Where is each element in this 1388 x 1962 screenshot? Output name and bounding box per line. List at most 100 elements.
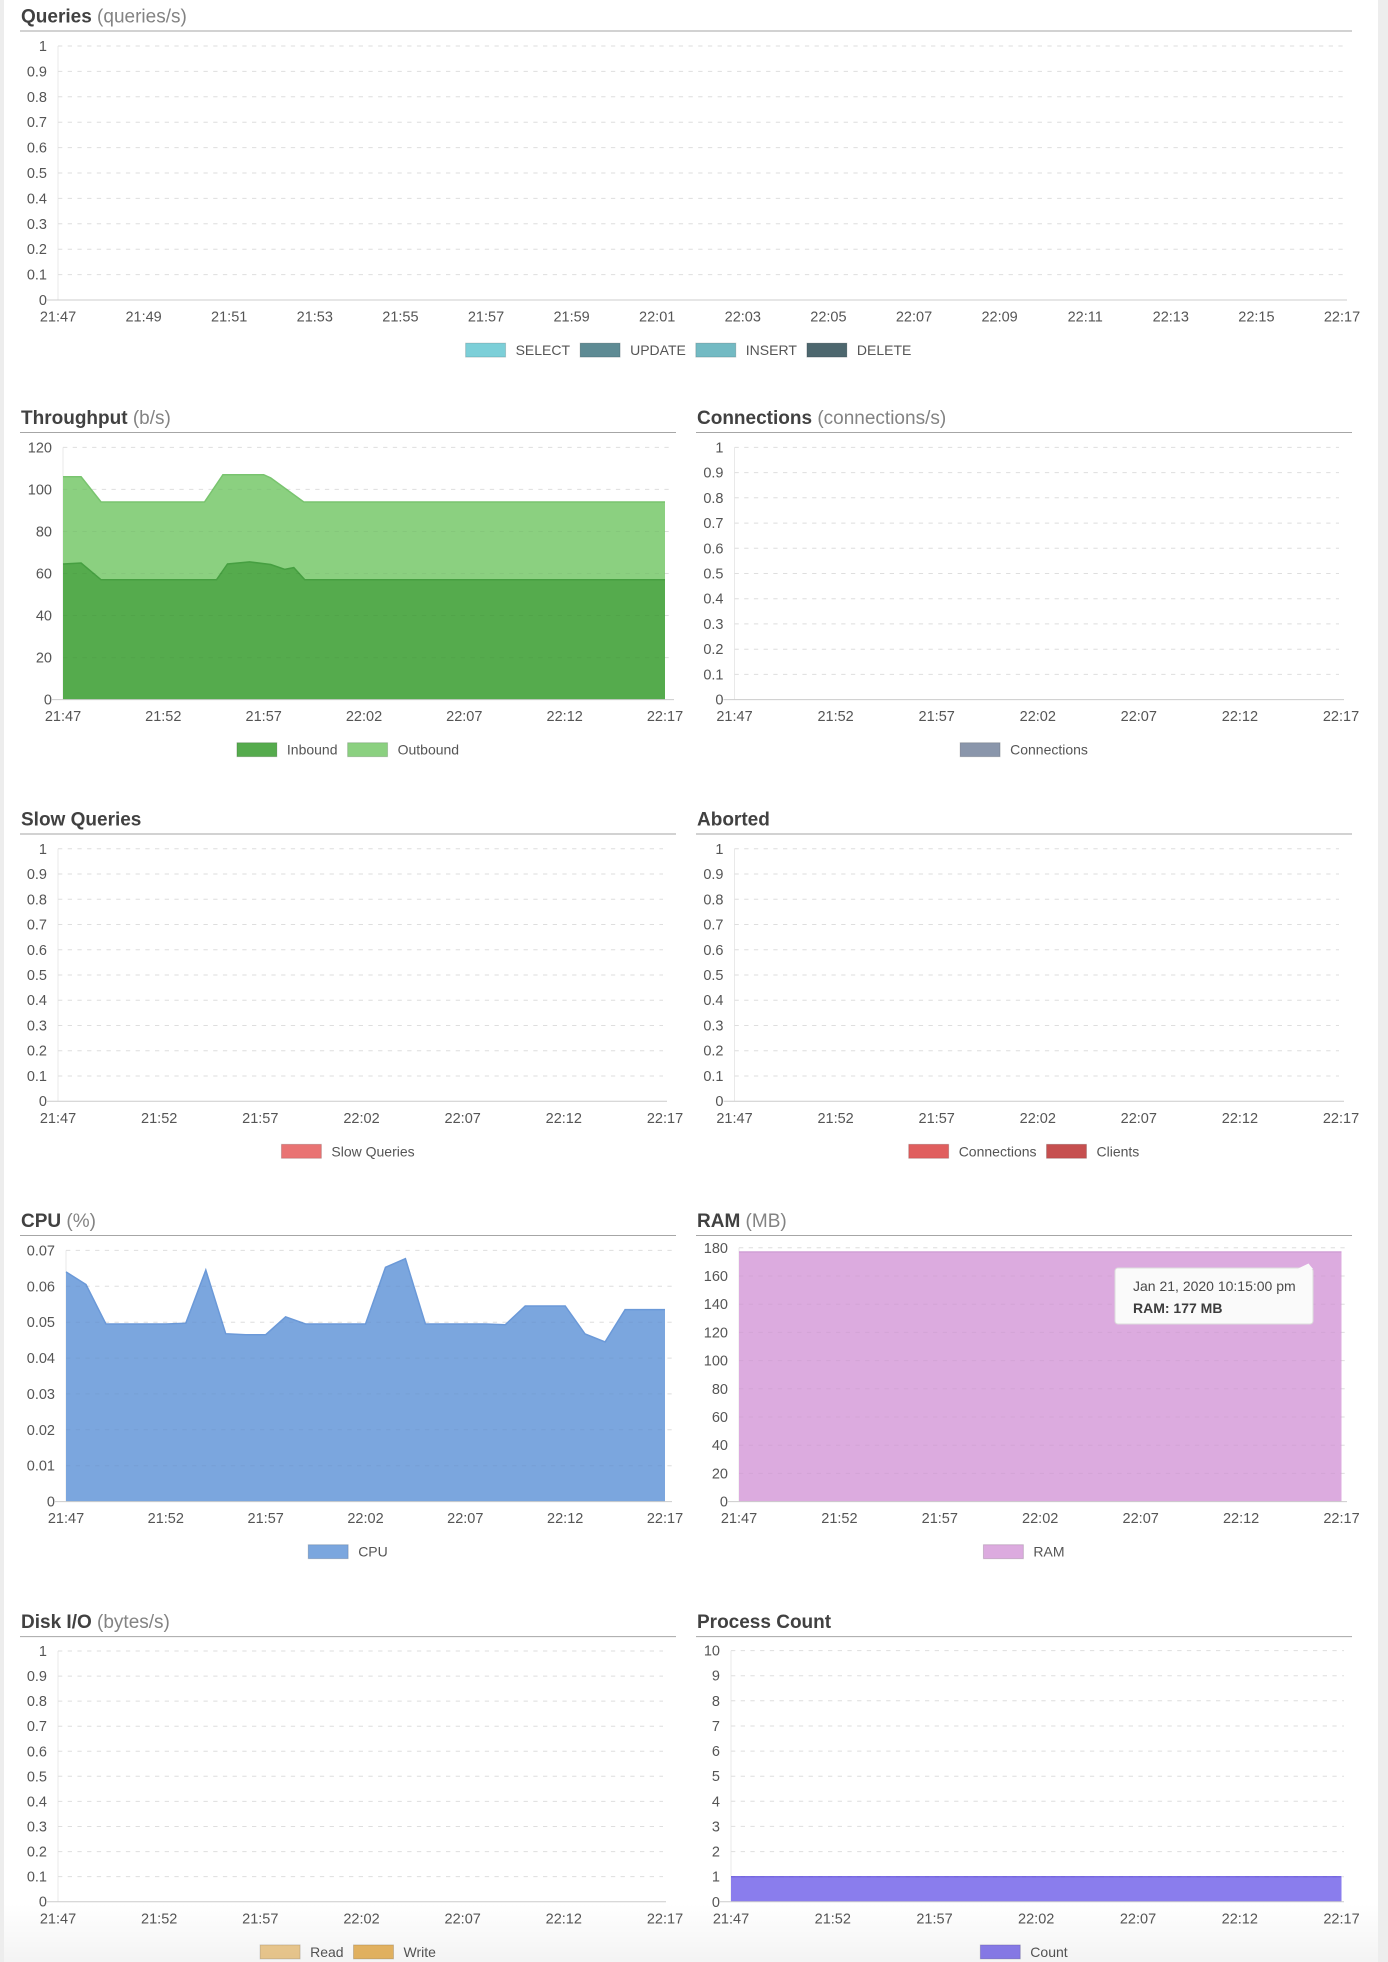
svg-text:22:09: 22:09 [981, 310, 1017, 326]
svg-text:7: 7 [712, 1719, 720, 1735]
svg-text:21:52: 21:52 [817, 1111, 853, 1127]
svg-text:22:11: 22:11 [1068, 310, 1103, 326]
svg-text:3: 3 [712, 1819, 720, 1835]
svg-text:Slow Queries: Slow Queries [21, 810, 141, 831]
svg-text:21:52: 21:52 [148, 1511, 184, 1527]
svg-text:0.4: 0.4 [27, 191, 47, 207]
svg-text:UPDATE: UPDATE [630, 342, 686, 358]
svg-text:0.6: 0.6 [703, 943, 723, 959]
svg-text:22:17: 22:17 [647, 709, 683, 725]
svg-text:4: 4 [712, 1794, 720, 1810]
svg-text:Disk I/O (bytes/s): Disk I/O (bytes/s) [21, 1612, 170, 1633]
svg-text:0: 0 [715, 693, 723, 709]
svg-text:0.6: 0.6 [27, 141, 47, 157]
svg-text:0: 0 [47, 1495, 55, 1511]
svg-text:22:02: 22:02 [343, 1111, 379, 1127]
svg-text:21:53: 21:53 [297, 310, 333, 326]
svg-text:0.5: 0.5 [27, 968, 47, 984]
svg-text:0.7: 0.7 [27, 115, 47, 131]
svg-text:22:17: 22:17 [1323, 1511, 1359, 1527]
svg-text:0.6: 0.6 [27, 943, 47, 959]
svg-text:22:03: 22:03 [725, 310, 761, 326]
svg-text:0.5: 0.5 [27, 1769, 47, 1785]
svg-text:0.9: 0.9 [27, 1669, 47, 1685]
svg-text:Connections: Connections [959, 1143, 1037, 1159]
svg-text:Connections (connections/s): Connections (connections/s) [697, 408, 946, 429]
svg-text:0.4: 0.4 [703, 993, 723, 1009]
svg-text:20: 20 [712, 1466, 728, 1482]
svg-text:21:57: 21:57 [919, 1111, 955, 1127]
svg-text:21:47: 21:47 [721, 1511, 757, 1527]
svg-text:0.7: 0.7 [703, 918, 723, 934]
svg-text:INSERT: INSERT [746, 342, 798, 358]
svg-text:21:57: 21:57 [468, 310, 504, 326]
svg-text:0.3: 0.3 [703, 1019, 723, 1035]
svg-text:21:57: 21:57 [248, 1511, 284, 1527]
svg-text:RAM: 177 MB: RAM: 177 MB [1133, 1300, 1222, 1316]
svg-text:0.02: 0.02 [27, 1423, 55, 1439]
svg-text:0.4: 0.4 [27, 993, 47, 1009]
svg-text:0.2: 0.2 [27, 1044, 47, 1060]
svg-text:0.8: 0.8 [703, 892, 723, 908]
svg-text:21:47: 21:47 [716, 1111, 752, 1127]
svg-text:21:57: 21:57 [922, 1511, 958, 1527]
svg-text:0.1: 0.1 [27, 268, 47, 284]
svg-text:0.2: 0.2 [703, 642, 723, 658]
svg-text:0.9: 0.9 [27, 867, 47, 883]
svg-text:Outbound: Outbound [398, 742, 460, 758]
svg-text:1: 1 [715, 842, 723, 858]
svg-text:RAM: RAM [1033, 1544, 1064, 1560]
svg-text:0.07: 0.07 [27, 1243, 55, 1259]
svg-text:0.3: 0.3 [703, 617, 723, 633]
svg-text:0: 0 [39, 293, 47, 309]
svg-text:22:01: 22:01 [639, 310, 675, 326]
svg-text:21:52: 21:52 [821, 1511, 857, 1527]
svg-text:0.01: 0.01 [27, 1459, 55, 1475]
svg-text:22:02: 22:02 [1020, 709, 1056, 725]
svg-text:22:07: 22:07 [1121, 1111, 1157, 1127]
svg-text:120: 120 [704, 1325, 728, 1341]
svg-text:0.7: 0.7 [27, 1719, 47, 1735]
svg-text:0.1: 0.1 [27, 1069, 47, 1085]
svg-text:0.7: 0.7 [27, 918, 47, 934]
svg-text:22:02: 22:02 [1020, 1111, 1056, 1127]
svg-text:Slow Queries: Slow Queries [331, 1143, 414, 1159]
svg-text:0.1: 0.1 [27, 1870, 47, 1886]
svg-text:22:12: 22:12 [1222, 709, 1258, 725]
svg-text:Queries (queries/s): Queries (queries/s) [21, 7, 187, 28]
svg-text:0.6: 0.6 [27, 1744, 47, 1760]
svg-text:0.3: 0.3 [27, 1820, 47, 1836]
svg-text:22:07: 22:07 [896, 310, 932, 326]
svg-text:5: 5 [712, 1769, 720, 1785]
svg-text:21:49: 21:49 [125, 310, 161, 326]
svg-text:Aborted: Aborted [697, 810, 770, 831]
svg-text:Clients: Clients [1097, 1143, 1140, 1159]
svg-text:22:12: 22:12 [1222, 1111, 1258, 1127]
svg-text:0: 0 [720, 1495, 728, 1511]
svg-text:120: 120 [28, 440, 52, 456]
svg-text:1: 1 [39, 39, 47, 55]
svg-text:22:02: 22:02 [347, 1511, 383, 1527]
svg-text:0.2: 0.2 [27, 242, 47, 258]
svg-text:22:12: 22:12 [547, 1511, 583, 1527]
svg-text:22:12: 22:12 [546, 1111, 582, 1127]
svg-text:0.2: 0.2 [703, 1044, 723, 1060]
svg-text:0.5: 0.5 [703, 567, 723, 583]
svg-text:100: 100 [704, 1354, 728, 1370]
svg-text:21:52: 21:52 [141, 1111, 177, 1127]
svg-text:22:07: 22:07 [1121, 709, 1157, 725]
svg-text:60: 60 [36, 567, 52, 583]
svg-text:21:55: 21:55 [382, 310, 418, 326]
svg-text:100: 100 [28, 482, 52, 498]
svg-text:0.8: 0.8 [703, 491, 723, 507]
svg-text:22:12: 22:12 [1223, 1511, 1259, 1527]
svg-text:DELETE: DELETE [857, 342, 911, 358]
svg-text:0: 0 [39, 1895, 47, 1911]
svg-text:0: 0 [712, 1895, 720, 1911]
svg-text:6: 6 [712, 1744, 720, 1760]
svg-text:22:02: 22:02 [1022, 1511, 1058, 1527]
svg-text:0.03: 0.03 [27, 1387, 55, 1403]
svg-text:22:17: 22:17 [1324, 310, 1360, 326]
svg-text:0.4: 0.4 [703, 592, 723, 608]
svg-text:22:07: 22:07 [447, 1511, 483, 1527]
